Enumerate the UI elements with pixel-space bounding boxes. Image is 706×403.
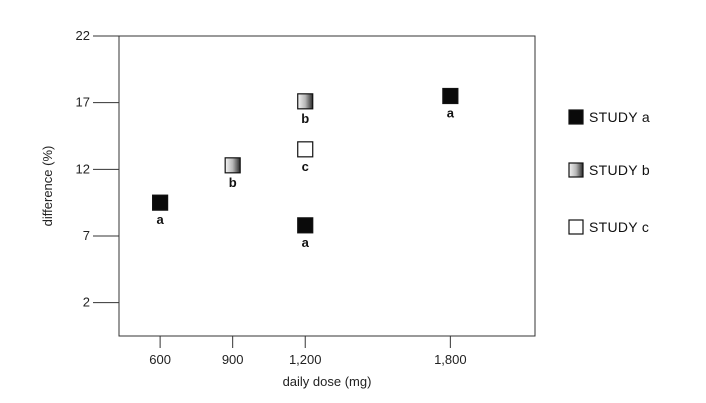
y-tick-label: 12: [76, 161, 90, 176]
legend-label: STUDY b: [589, 162, 650, 178]
point-label: a: [156, 212, 164, 227]
x-axis-title: daily dose (mg): [283, 374, 372, 389]
point-marker: [297, 217, 314, 234]
legend-label: STUDY a: [589, 109, 650, 125]
point-marker: [442, 87, 459, 105]
point-marker: [224, 157, 241, 174]
x-tick-label: 600: [149, 352, 171, 367]
legend-swatch: [568, 109, 584, 125]
point-label: c: [302, 159, 309, 174]
point-label: b: [301, 111, 309, 126]
x-tick-label: 900: [222, 352, 244, 367]
y-axis-title: difference (%): [40, 146, 55, 227]
legend-swatch: [568, 219, 584, 235]
y-tick-label: 22: [76, 28, 90, 43]
x-tick-label: 1,200: [289, 352, 322, 367]
y-tick-label: 7: [83, 228, 90, 243]
x-axis: 600 900 1,200 1,800: [149, 336, 467, 367]
legend-swatch: [568, 162, 584, 178]
plot-frame: [118, 35, 536, 337]
point-marker: [152, 194, 169, 211]
point-marker: [297, 141, 314, 158]
point-marker: [297, 93, 314, 110]
data-points: a a a b b c: [152, 87, 459, 250]
y-tick-label: 2: [83, 295, 90, 310]
point-label: a: [447, 106, 455, 121]
legend: STUDY a STUDY b STUDY c: [568, 109, 650, 235]
y-axis: 2 7 12 17 22: [76, 28, 119, 310]
legend-label: STUDY c: [589, 219, 649, 235]
y-tick-label: 17: [76, 95, 90, 110]
x-tick-label: 1,800: [434, 352, 467, 367]
point-label: a: [302, 235, 310, 250]
point-label: b: [229, 175, 237, 190]
